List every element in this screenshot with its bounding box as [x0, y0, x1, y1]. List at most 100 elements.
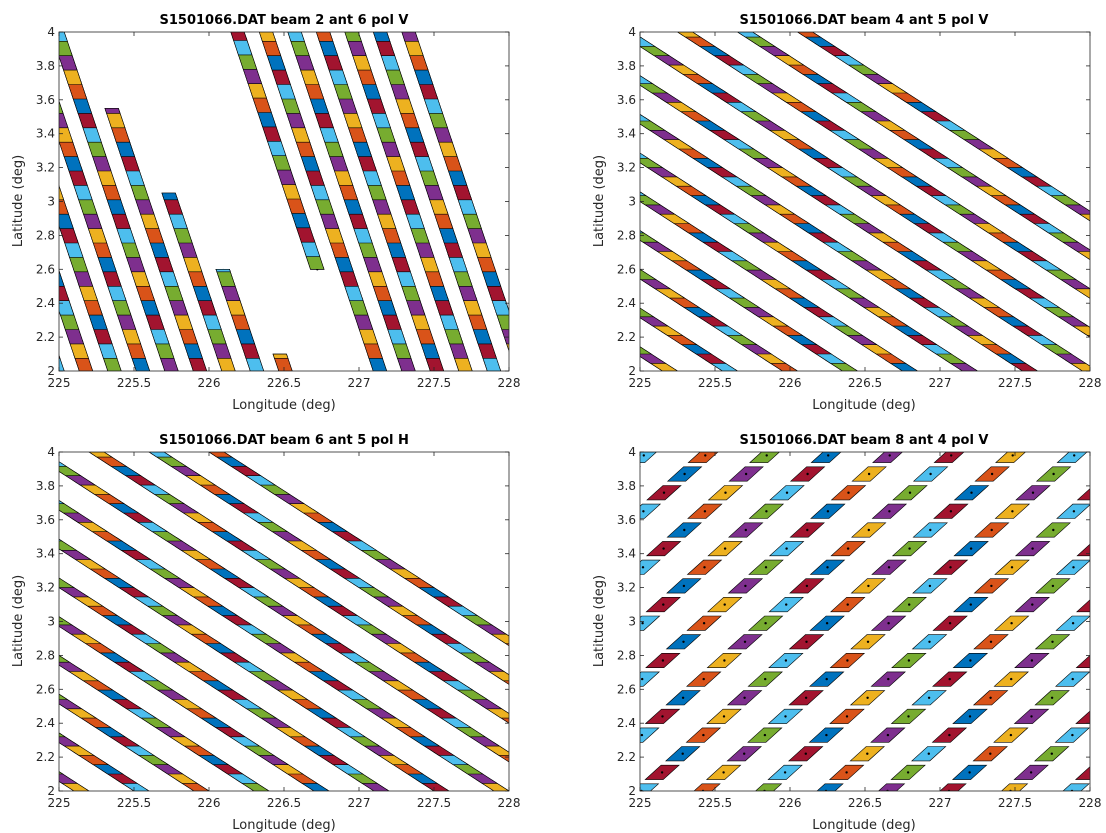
footprint-cell: [59, 616, 88, 635]
footprint-cell: [0, 168, 7, 200]
footprint-center-point: [372, 62, 374, 64]
footprint-cell: [503, 616, 537, 630]
footprint-cell: [541, 705, 590, 727]
footprint-center-point: [490, 99, 492, 101]
footprint-cell: [527, 696, 576, 718]
footprint-center-point: [0, 197, 1, 199]
footprint-center-point: [538, 53, 540, 55]
footprint-cell: [534, 211, 583, 233]
footprint-center-point: [661, 659, 665, 662]
footprint-cell: [0, 153, 2, 185]
footprint-center-point: [149, 34, 151, 36]
x-tick-label: 225.5: [698, 376, 732, 390]
footprint-center-point: [9, 473, 11, 475]
x-tick-label: 226.5: [848, 796, 882, 810]
footprint-cell: [0, 454, 21, 476]
footprint-center-point: [467, 239, 469, 241]
footprint-cell: [539, 743, 588, 765]
footprint-center-point: [622, 473, 624, 475]
footprint-center-point: [53, 501, 55, 503]
footprint-center-point: [565, 109, 567, 111]
y-tick-label: 4: [47, 25, 55, 39]
footprint-center-point: [55, 197, 57, 199]
footprint-cell: [583, 771, 630, 791]
footprint-cell: [572, 80, 621, 102]
footprint-center-point: [546, 781, 548, 783]
panel-1-plot-area: 225 225.5 226 226.5 227 227.5 228 2 2.2 2.4 2.6 2.8…: [0, 25, 521, 390]
footprint-cell: [22, 32, 39, 41]
footprint-center-point: [471, 165, 473, 167]
footprint-center-point: [641, 566, 645, 569]
y-tick-label: 3.8: [617, 59, 636, 73]
footprint-center-point: [597, 323, 599, 325]
footprint-center-point: [486, 174, 488, 176]
footprint-cell: [230, 32, 248, 41]
footprint-cell: [558, 677, 607, 699]
footprint-cell: [0, 96, 11, 128]
footprint-cell: [59, 538, 78, 551]
footprint-center-point: [785, 491, 789, 494]
footprint-center-point: [969, 659, 972, 662]
y-tick-label: 4: [628, 25, 636, 39]
footprint-cell: [570, 118, 619, 140]
footprint-cell: [0, 528, 16, 550]
footprint-center-point: [580, 678, 582, 680]
y-tick-label: 3.4: [617, 547, 636, 561]
footprint-cell: [640, 783, 660, 791]
footprint-cell: [1097, 691, 1106, 705]
y-tick-label: 2.8: [617, 228, 636, 242]
footprint-center-point: [703, 566, 706, 569]
x-tick-label: 226: [779, 796, 802, 810]
footprint-center-point: [908, 603, 911, 606]
footprint-center-point: [41, 154, 43, 156]
footprint-center-point: [27, 678, 29, 680]
footprint-cell: [438, 71, 487, 93]
footprint-cell: [59, 771, 90, 791]
footprint-center-point: [178, 53, 180, 55]
footprint-center-point: [512, 341, 514, 343]
footprint-center-point: [553, 295, 555, 297]
footprint-center-point: [660, 771, 664, 774]
footprint-cell: [522, 164, 571, 186]
footprint-center-point: [887, 677, 890, 681]
footprint-center-point: [990, 528, 993, 532]
footprint-cell: [640, 191, 647, 196]
footprint-cell: [523, 709, 557, 723]
footprint-cell: [749, 452, 780, 463]
footprint-cell: [717, 780, 749, 791]
x-tick-label: 226.5: [848, 376, 882, 390]
footprint-cell: [1097, 341, 1106, 363]
footprint-cell: [640, 36, 656, 47]
footprint-cell: [258, 32, 277, 42]
footprint-cell: [516, 276, 565, 298]
footprint-cell: [0, 297, 22, 329]
footprint-center-point: [637, 155, 639, 157]
footprint-center-point: [887, 566, 891, 569]
footprint-center-point: [826, 510, 830, 513]
footprint-cell: [995, 452, 1026, 463]
y-tick-label: 3: [47, 195, 55, 209]
y-tick-label: 2.4: [36, 296, 55, 310]
panel-2-plot-area: 225 225.5 226 226.5 227 227.5 228 2 2.2 2.4 2.6 2.8…: [149, 25, 1106, 390]
x-tick-label: 228: [498, 796, 521, 810]
y-tick-label: 2: [628, 784, 636, 798]
footprint-center-point: [1010, 566, 1014, 569]
footprint-center-point: [461, 81, 463, 83]
panel-3-title: S1501066.DAT beam 6 ant 5 pol H: [159, 433, 409, 448]
footprint-center-point: [582, 314, 584, 316]
footprint-center-point: [620, 697, 622, 699]
footprint-center-point: [28, 370, 30, 372]
footprint-center-point: [498, 641, 500, 643]
footprint-center-point: [642, 510, 645, 513]
footprint-cell: [640, 727, 660, 743]
x-tick-label: 227: [929, 796, 952, 810]
footprint-center-point: [1029, 771, 1033, 774]
y-tick-label: 3.6: [36, 93, 55, 107]
footprint-cell: [532, 248, 581, 270]
footprint-cell: [0, 67, 1, 99]
footprint-cell: [496, 108, 545, 130]
x-tick-label: 227: [348, 796, 371, 810]
footprint-cell: [482, 579, 516, 593]
footprint-center-point: [1071, 733, 1074, 737]
